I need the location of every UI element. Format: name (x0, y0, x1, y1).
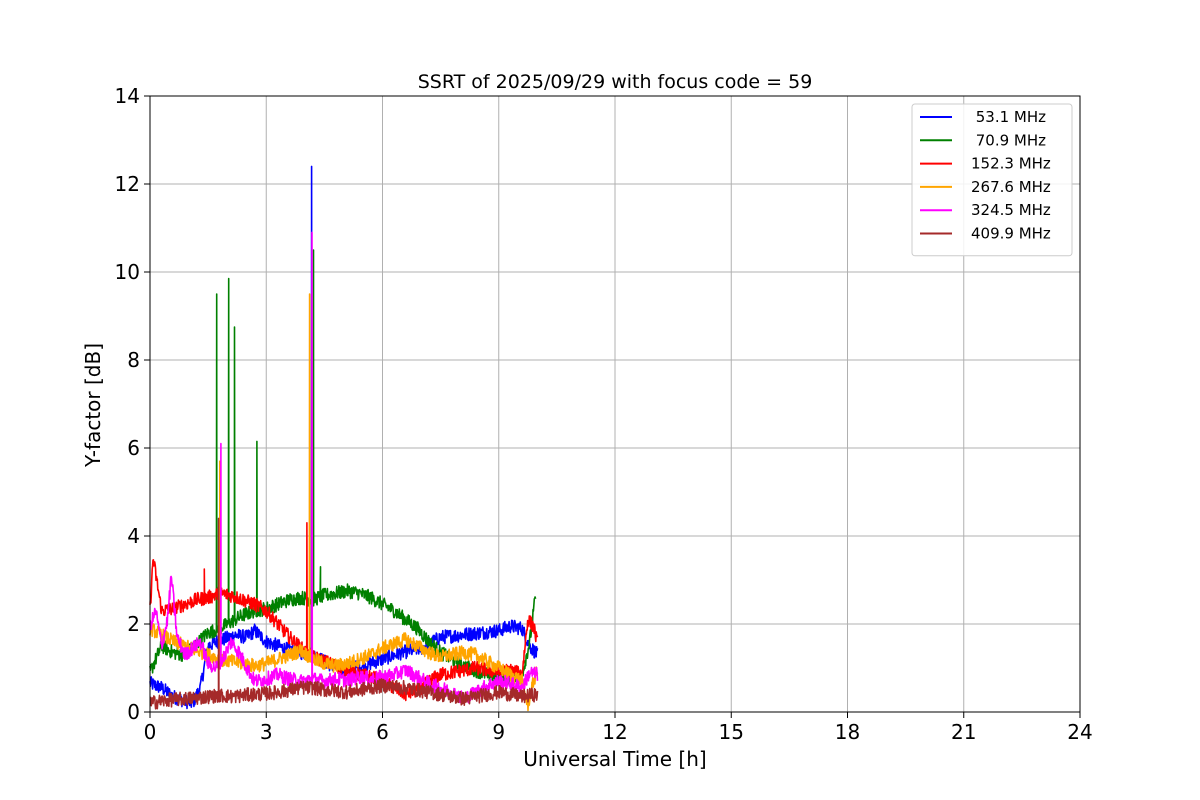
y-tick-label: 14 (115, 84, 140, 108)
legend-label: 53.1 MHz (971, 108, 1046, 126)
legend-label: 324.5 MHz (971, 201, 1051, 219)
legend-label: 152.3 MHz (971, 155, 1051, 173)
series-line-5 (149, 517, 539, 710)
x-tick-label: 9 (492, 720, 505, 744)
y-tick-label: 6 (127, 436, 140, 460)
series-line-3 (149, 293, 539, 712)
legend: 53.1 MHz 70.9 MHz 152.3 MHz 267.6 MHz 324.5… (911, 103, 1073, 257)
series-layer (149, 165, 539, 712)
y-tick-label: 8 (127, 348, 140, 372)
series-line-1 (149, 249, 537, 686)
y-tick-label: 12 (115, 172, 140, 196)
chart-title: SSRT of 2025/09/29 with focus code = 59 (418, 71, 813, 93)
legend-box (911, 103, 1073, 257)
y-tick-label: 2 (127, 612, 140, 636)
x-tick-label: 3 (260, 720, 273, 744)
legend-label: 70.9 MHz (971, 131, 1046, 149)
legend-label: 267.6 MHz (971, 178, 1051, 196)
x-tick-label: 24 (1067, 720, 1092, 744)
x-tick-label: 21 (951, 720, 976, 744)
x-axis-label: Universal Time [h] (523, 747, 706, 771)
x-tick-label: 18 (835, 720, 860, 744)
y-tick-label: 10 (115, 260, 140, 284)
y-tick-label: 0 (127, 700, 140, 724)
legend-label: 409.9 MHz (971, 225, 1051, 243)
x-tick-label: 6 (376, 720, 389, 744)
x-tick-label: 15 (719, 720, 744, 744)
x-tick-label: 0 (144, 720, 157, 744)
x-tick-label: 12 (602, 720, 627, 744)
y-tick-label: 4 (127, 524, 140, 548)
y-axis-label: Y-factor [dB] (81, 343, 105, 468)
